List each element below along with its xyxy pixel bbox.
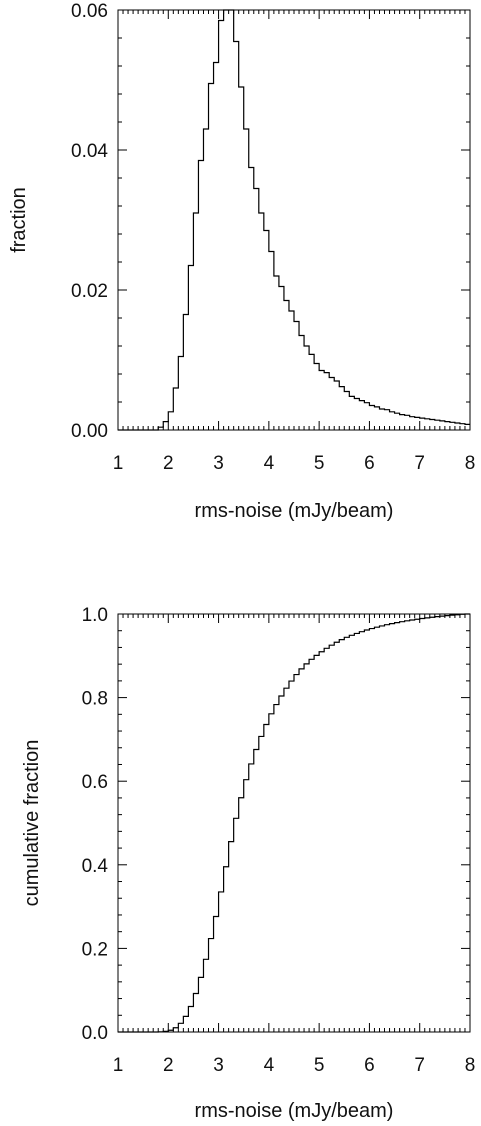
- x-tick-label: 6: [364, 453, 375, 474]
- y-tick-label: 0.0: [82, 1023, 108, 1044]
- y-tick-labels: 0.0 0.2 0.4 0.6 0.8 1.0: [82, 605, 109, 1044]
- x-tick-labels: 1 2 3 4 5 6 7 8: [113, 453, 476, 474]
- histogram-panel: 0.00 0.02 0.04 0.06 1 2 3 4 5 6 7 8 rms-noise (mJy…: [8, 1, 475, 522]
- y-axis-title: fraction: [8, 187, 30, 253]
- cumulative-panel: 0.0 0.2 0.4 0.6 0.8 1.0 1 2 3 4 5 6 7 8 rms-noise (m…: [21, 605, 475, 1122]
- x-tick-label: 2: [163, 453, 174, 474]
- y-tick-labels: 0.00 0.02 0.04 0.06: [71, 1, 108, 442]
- y-tick-label: 0.6: [82, 772, 108, 793]
- x-tick-label: 7: [414, 453, 425, 474]
- tick-marks: [117, 9, 471, 431]
- x-axis-title: rms-noise (mJy/beam): [195, 1100, 394, 1122]
- x-tick-label: 6: [364, 1055, 375, 1076]
- x-tick-label: 3: [213, 1055, 224, 1076]
- y-tick-label: 0.02: [71, 281, 108, 302]
- x-tick-label: 1: [113, 1055, 124, 1076]
- x-axis-title: rms-noise (mJy/beam): [195, 500, 394, 522]
- y-tick-label: 0.00: [71, 421, 108, 442]
- x-tick-label: 2: [163, 1055, 174, 1076]
- x-tick-label: 4: [264, 453, 275, 474]
- y-axis-title: cumulative fraction: [21, 740, 43, 907]
- y-tick-label: 0.04: [71, 141, 108, 162]
- y-tick-label: 0.8: [82, 689, 108, 710]
- y-tick-label: 0.4: [82, 856, 109, 877]
- x-tick-label: 1: [113, 453, 124, 474]
- x-tick-label: 8: [465, 453, 476, 474]
- histogram-series: [118, 9, 470, 431]
- x-tick-label: 5: [314, 453, 325, 474]
- x-tick-label: 3: [213, 453, 224, 474]
- cumulative-series: [118, 613, 470, 1033]
- x-tick-label: 5: [314, 1055, 325, 1076]
- y-tick-label: 0.06: [71, 1, 108, 22]
- plot-frame: [117, 9, 471, 431]
- x-tick-labels: 1 2 3 4 5 6 7 8: [113, 1055, 476, 1076]
- y-tick-label: 1.0: [82, 605, 108, 626]
- x-tick-label: 8: [465, 1055, 476, 1076]
- x-tick-label: 4: [264, 1055, 275, 1076]
- y-tick-label: 0.2: [82, 939, 108, 960]
- x-tick-label: 7: [414, 1055, 425, 1076]
